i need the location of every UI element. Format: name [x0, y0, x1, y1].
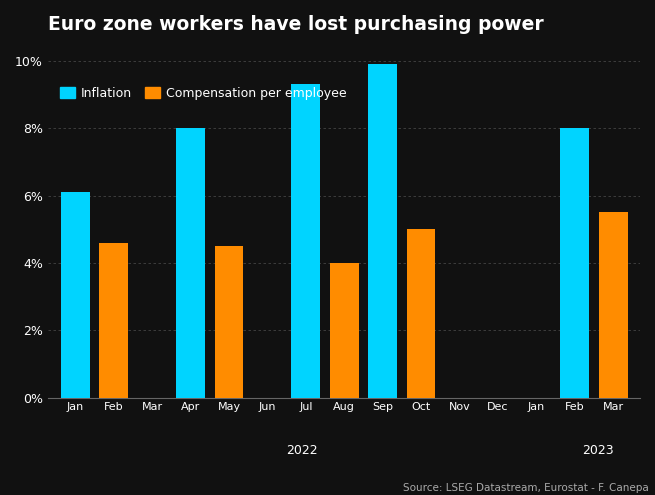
Text: 2022: 2022 — [286, 444, 318, 457]
Bar — [560, 128, 589, 397]
Text: 2023: 2023 — [582, 444, 614, 457]
Bar — [176, 128, 205, 397]
Bar — [215, 246, 244, 397]
Text: Source: LSEG Datastream, Eurostat - F. Canepa: Source: LSEG Datastream, Eurostat - F. C… — [403, 483, 648, 493]
Bar — [368, 64, 397, 397]
Bar — [61, 192, 90, 397]
Bar — [330, 263, 359, 397]
Bar — [407, 229, 436, 397]
Bar — [100, 243, 128, 397]
Bar — [599, 212, 627, 397]
Bar — [291, 84, 320, 397]
Legend: Inflation, Compensation per employee: Inflation, Compensation per employee — [54, 82, 352, 105]
Text: Euro zone workers have lost purchasing power: Euro zone workers have lost purchasing p… — [48, 15, 544, 34]
